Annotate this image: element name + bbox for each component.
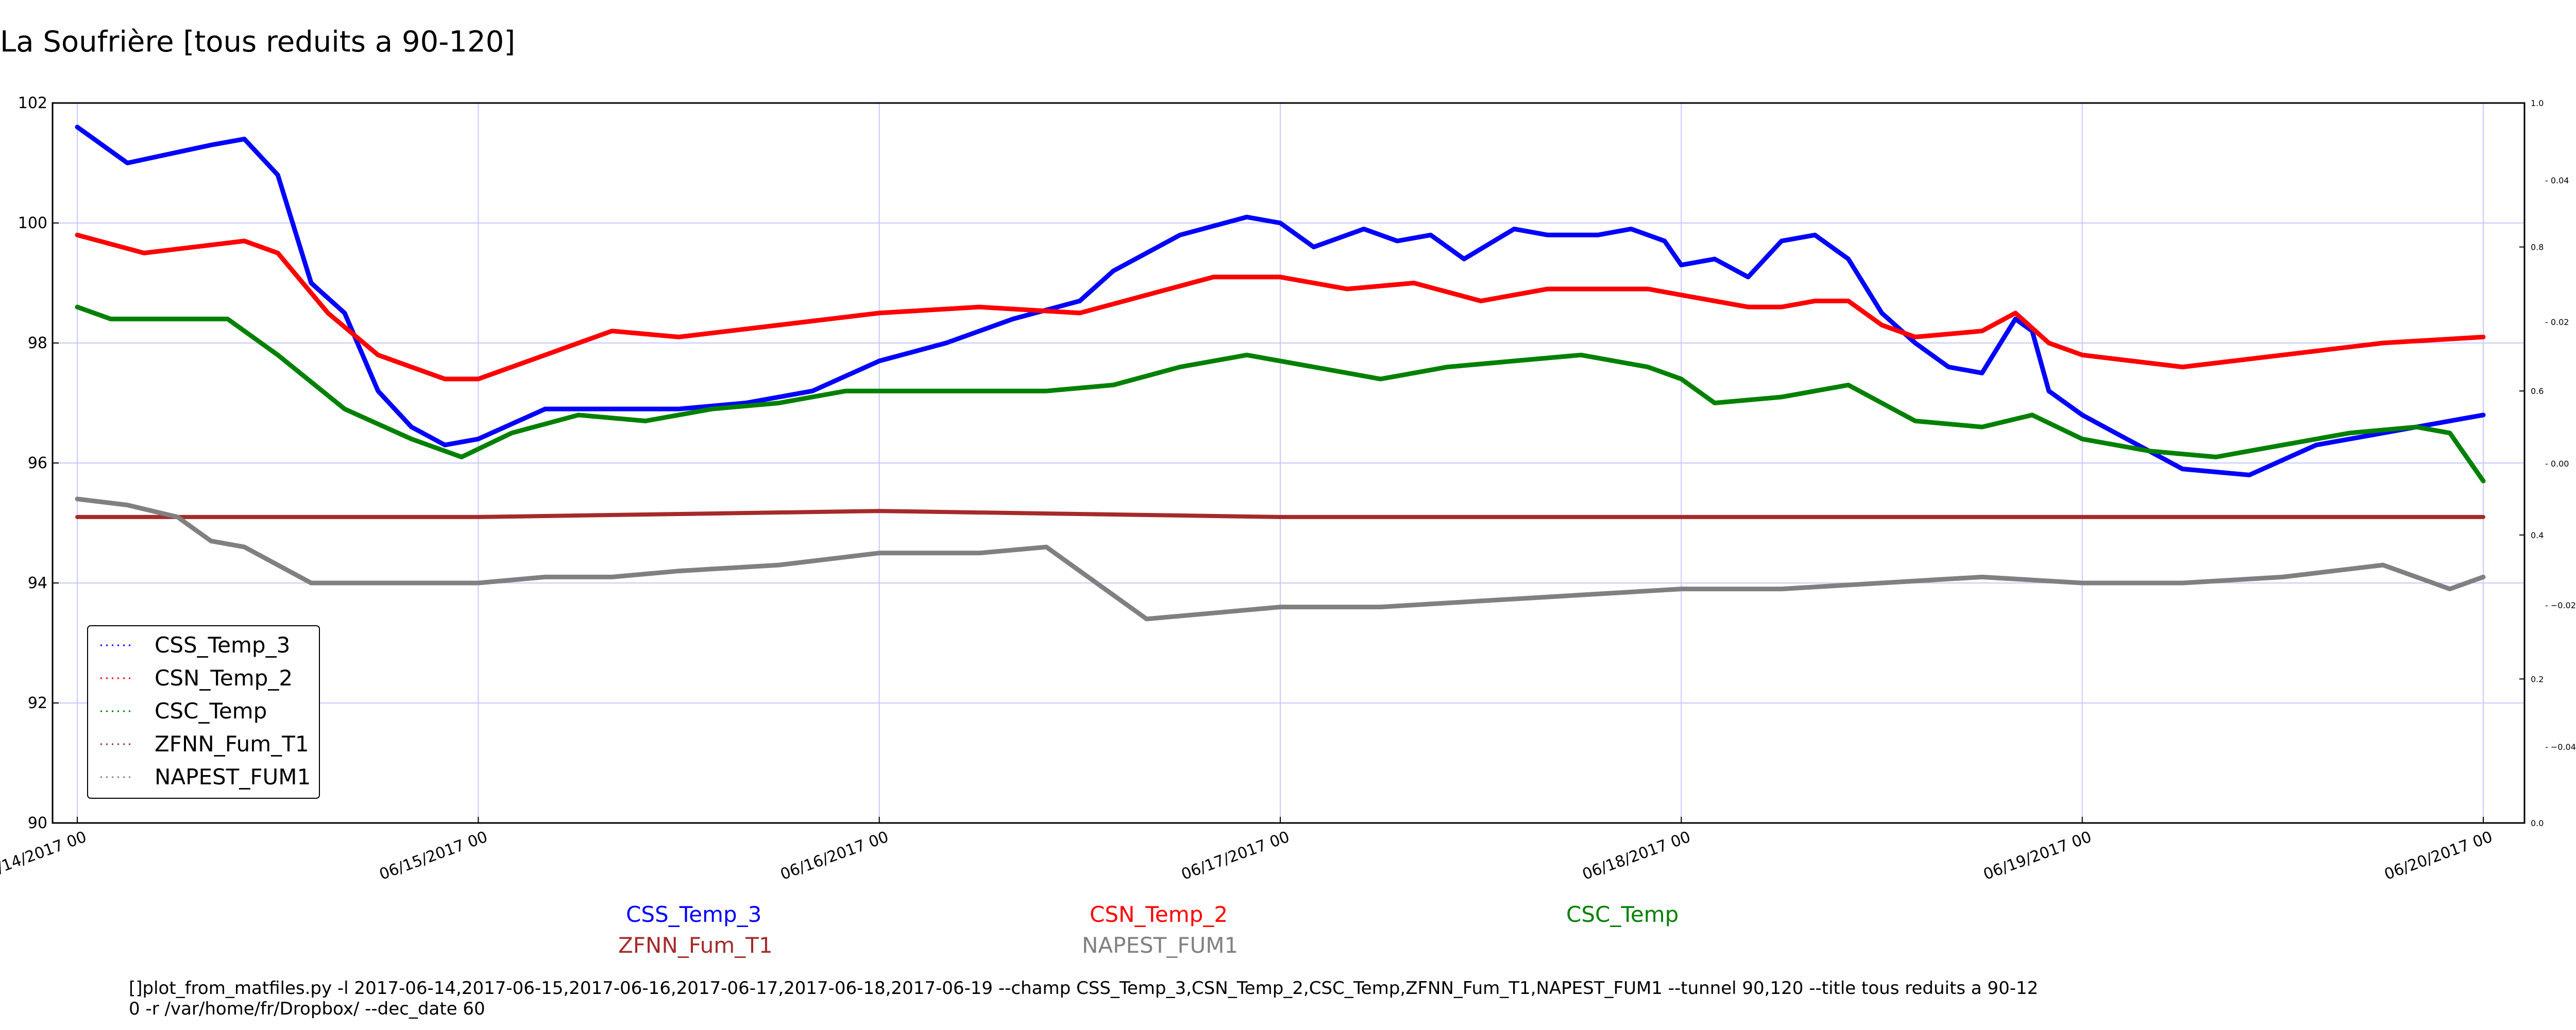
bottom-legend-napest-fum1: NAPEST_FUM1	[1082, 933, 1238, 958]
y-tick-label: 94	[28, 574, 47, 592]
legend-items: CSS_Temp_3 CSN_Temp_2 CSC_Temp ZFNN_Fum_T1 N…	[100, 632, 311, 789]
legend-label: CSC_Temp	[155, 698, 267, 724]
x-tick-label: 06/14/2017 00	[0, 828, 89, 884]
right-secondary-axis: - −0.04 - −0.02 - 0.00 - 0.02 - 0.04	[2545, 176, 2576, 752]
right-y-axis: 0.0 0.2 0.4 0.6 0.8 1.0	[2519, 98, 2544, 828]
right-secondary-tick-label: - −0.04	[2545, 742, 2576, 752]
right-secondary-tick-label: - 0.00	[2545, 459, 2569, 469]
series-layer	[75, 125, 2486, 622]
series-line-zfnn-fum-t1	[75, 509, 2485, 519]
x-tick-label: 06/17/2017 00	[1179, 828, 1292, 884]
right-tick-label: 0.4	[2531, 530, 2544, 540]
command-line-2: 0 -r /var/home/fr/Dropbox/ --dec_date 60	[129, 999, 485, 1019]
legend-label: CSN_Temp_2	[155, 665, 293, 691]
chart-title: La Soufrière [tous reduits a 90-120]	[0, 25, 515, 59]
y-axis: 90 92 94 96 98 100 102	[18, 94, 59, 832]
y-tick-label: 100	[18, 214, 47, 232]
y-tick-label: 90	[28, 814, 47, 832]
right-tick-label: 0.6	[2531, 386, 2544, 396]
bottom-legend-csn-temp-2: CSN_Temp_2	[1090, 902, 1228, 927]
y-tick-label: 96	[28, 454, 47, 472]
series-line-csc-temp	[75, 304, 2486, 484]
legend-label: NAPEST_FUM1	[155, 764, 311, 789]
x-axis: 06/14/2017 00 06/15/2017 00 06/16/2017 00 0…	[0, 817, 2495, 884]
right-secondary-tick-label: - 0.02	[2545, 317, 2569, 327]
right-tick-label: 1.0	[2531, 98, 2544, 108]
y-tick-label: 98	[28, 334, 47, 352]
y-tick-label: 102	[18, 94, 47, 112]
legend: CSS_Temp_3 CSN_Temp_2 CSC_Temp ZFNN_Fum_T1 N…	[87, 625, 320, 799]
x-tick-label: 06/19/2017 00	[1981, 828, 2094, 884]
x-tick-label: 06/20/2017 00	[2382, 828, 2495, 884]
right-tick-label: 0.2	[2531, 674, 2544, 684]
x-tick-label: 06/16/2017 00	[778, 828, 891, 884]
command-line-1: []plot_from_matfiles.py -l 2017-06-14,20…	[129, 978, 2038, 999]
right-tick-label: 0.0	[2531, 818, 2544, 828]
x-tick-label: 06/18/2017 00	[1580, 828, 1693, 884]
y-tick-label: 92	[28, 694, 47, 712]
bottom-legend-zfnn-fum-t1: ZFNN_Fum_T1	[618, 933, 773, 958]
series-line-csn-temp-2	[75, 232, 2486, 382]
grid	[53, 102, 2524, 823]
right-tick-label: 0.8	[2531, 243, 2544, 252]
legend-label: CSS_Temp_3	[155, 632, 290, 658]
right-secondary-tick-label: - 0.04	[2545, 176, 2569, 185]
legend-label: ZFNN_Fum_T1	[155, 731, 309, 757]
bottom-legend-csc-temp: CSC_Temp	[1566, 902, 1679, 927]
legend-box	[87, 625, 320, 799]
bottom-legend-css-temp-3: CSS_Temp_3	[626, 902, 761, 927]
right-secondary-tick-label: - −0.02	[2545, 600, 2576, 610]
x-tick-label: 06/15/2017 00	[377, 828, 490, 884]
bottom-legend: CSS_Temp_3 CSN_Temp_2 CSC_Temp ZFNN_Fum_…	[618, 902, 1679, 958]
series-line-napest-fum1	[75, 496, 2486, 622]
